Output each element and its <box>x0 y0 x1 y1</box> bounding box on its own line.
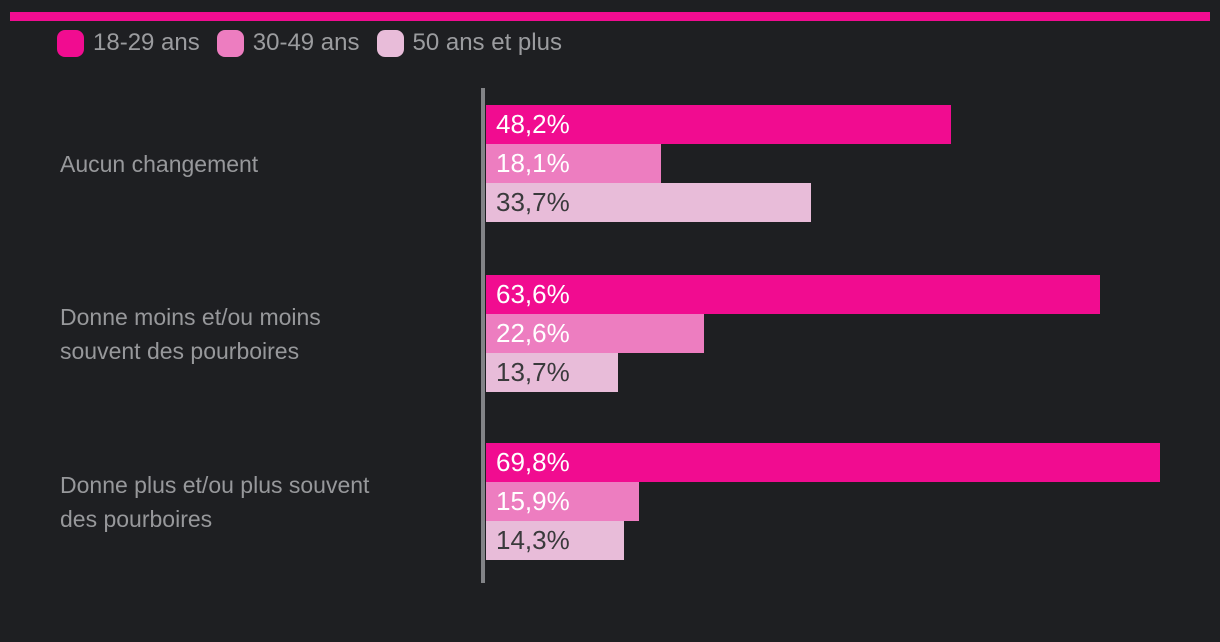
legend-label: 18-29 ans <box>93 29 200 56</box>
legend-swatch-icon <box>57 29 84 57</box>
legend-item-50-ans-et-plus: 50 ans et plus <box>376 29 562 57</box>
bar-50-ans-et-plus: 33,7% <box>486 183 811 222</box>
value-label: 63,6% <box>496 279 570 309</box>
value-label: 69,8% <box>496 447 570 477</box>
bar-30-49-ans: 22,6% <box>486 314 704 353</box>
bar-50-ans-et-plus: 13,7% <box>486 353 618 392</box>
value-label: 22,6% <box>496 318 570 348</box>
bar-18-29-ans: 69,8% <box>486 443 1160 482</box>
bar-18-29-ans: 48,2% <box>486 105 951 144</box>
category-label: Aucun changement <box>60 150 259 177</box>
value-label: 18,1% <box>496 148 570 178</box>
legend-label: 30-49 ans <box>252 29 360 56</box>
top-accent-stripe <box>10 12 1210 21</box>
value-label: 33,7% <box>496 187 570 217</box>
bar-30-49-ans: 15,9% <box>486 482 639 521</box>
value-label: 14,3% <box>496 525 570 555</box>
value-label: 15,9% <box>496 486 570 516</box>
category-label: Donne moins et/ou moins souvent des pour… <box>60 303 321 364</box>
legend-item-30-49-ans: 30-49 ans <box>216 29 360 57</box>
y-axis-line <box>481 88 485 583</box>
legend-swatch-icon <box>216 29 244 57</box>
legend-swatch-icon <box>376 29 404 57</box>
value-label: 13,7% <box>496 357 570 387</box>
category-label: Donne plus et/ou plus souvent des pourbo… <box>60 471 370 532</box>
legend-item-18-29-ans: 18-29 ans <box>57 29 200 57</box>
bar-30-49-ans: 18,1% <box>486 144 661 183</box>
legend-label: 50 ans et plus <box>412 29 562 56</box>
value-label: 48,2% <box>496 109 570 139</box>
bar-50-ans-et-plus: 14,3% <box>486 521 624 560</box>
bar-18-29-ans: 63,6% <box>486 275 1100 314</box>
legend: 18-29 ans 30-49 ans 50 ans et plus <box>57 29 562 57</box>
